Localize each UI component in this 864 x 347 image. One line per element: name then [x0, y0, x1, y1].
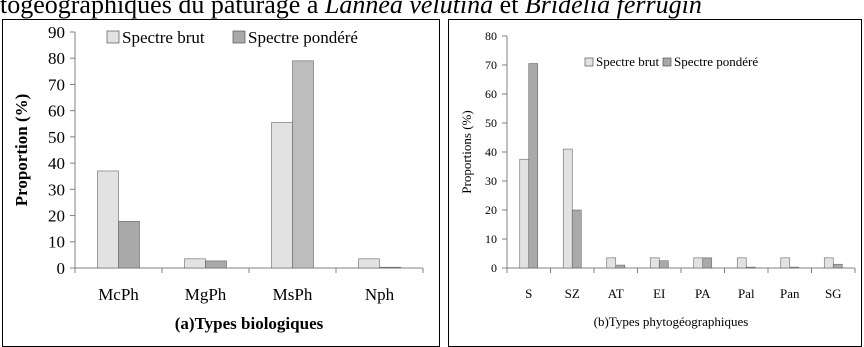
y-axis-title: Proportions (%) — [459, 110, 474, 193]
bar-spectre-brut — [649, 257, 660, 269]
x-axis-title: (a)Types biologiques — [175, 314, 324, 333]
legend-swatch-spectre-brut — [106, 30, 120, 44]
x-axis-title: (b)Types phytogéographiques — [594, 314, 749, 329]
y-tick-label: 40 — [485, 145, 497, 159]
y-tick-label: 50 — [48, 128, 65, 147]
x-tick-label: SG — [825, 286, 842, 301]
bar-spectre-pondere — [615, 264, 626, 269]
y-tick-label: 0 — [491, 261, 497, 275]
bar-spectre-brut — [780, 257, 791, 269]
x-tick-label: AT — [608, 286, 624, 301]
chart-panel-biological-types: 0 10 20 30 40 50 60 70 80 90 McPh MgPh MsPh Nph Propor… — [2, 19, 440, 347]
y-tick-label: 70 — [48, 75, 65, 94]
x-tick-label: Pal — [738, 286, 755, 301]
x-tick-label: SZ — [565, 286, 580, 301]
bar-spectre-pondere — [118, 221, 140, 269]
x-tick-label: S — [525, 286, 532, 301]
legend-label-spectre-pondere: Spectre pondéré — [248, 28, 358, 47]
y-tick-label: 80 — [48, 49, 65, 68]
bar-chart-phytogeographic-types: 0 10 20 30 40 50 60 70 80 S SZ AT EI PA Pal Pan SG Propor… — [459, 29, 856, 329]
y-tick-label: 20 — [485, 203, 497, 217]
y-tick-label: 10 — [485, 232, 497, 246]
y-tick-label: 90 — [48, 23, 65, 42]
y-tick-label: 60 — [48, 102, 65, 121]
x-tick-label: MgPh — [185, 285, 227, 304]
bar-spectre-pondere — [789, 266, 800, 269]
caption-species-1: Lannea velutina — [324, 0, 494, 19]
y-tick-label: 70 — [485, 58, 497, 72]
bar-spectre-brut — [358, 258, 380, 269]
caption-species-2: Bridelia ferrugin — [524, 0, 702, 19]
legend-label-spectre-pondere: Spectre pondéré — [674, 54, 758, 69]
bar-spectre-brut — [97, 170, 119, 269]
bar-spectre-brut — [562, 148, 573, 269]
figure-caption-fragment: togéographiques du pâturage à Lannea vel… — [0, 0, 864, 20]
bar-spectre-pondere — [832, 263, 843, 269]
bar-spectre-pondere — [205, 260, 227, 269]
y-tick-label: 40 — [48, 154, 65, 173]
legend-swatch-spectre-pondere — [232, 30, 246, 44]
caption-joiner: et — [493, 0, 525, 19]
bar-spectre-brut — [519, 158, 530, 269]
x-tick-label: Nph — [365, 285, 395, 304]
y-tick-label: 30 — [485, 174, 497, 188]
chart-panel-phytogeographic-types: 0 10 20 30 40 50 60 70 80 S SZ AT EI PA Pal Pan SG Propor… — [448, 19, 862, 347]
bar-spectre-brut — [184, 258, 206, 269]
x-tick-label: PA — [695, 286, 711, 301]
bar-spectre-pondere — [292, 60, 314, 269]
legend-swatch-spectre-brut — [584, 57, 594, 67]
y-tick-label: 20 — [48, 207, 65, 226]
legend-swatch-spectre-pondere — [662, 57, 672, 67]
y-tick-label: 50 — [485, 116, 497, 130]
caption-prefix: togéographiques du pâturage à — [0, 0, 325, 19]
x-tick-label: EI — [653, 286, 665, 301]
bar-spectre-brut — [606, 257, 617, 269]
bar-spectre-brut — [693, 257, 704, 269]
bar-spectre-pondere — [745, 266, 756, 269]
y-tick-label: 0 — [57, 259, 66, 278]
x-tick-label: Pan — [780, 286, 800, 301]
y-tick-label: 10 — [48, 233, 65, 252]
bar-spectre-brut — [271, 122, 293, 269]
bar-spectre-pondere — [702, 257, 713, 269]
y-tick-label: 80 — [485, 29, 497, 43]
bar-spectre-pondere — [571, 209, 582, 269]
bar-spectre-brut — [823, 257, 834, 269]
bar-chart-biological-types: 0 10 20 30 40 50 60 70 80 90 McPh MgPh MsPh Nph Propor… — [12, 23, 424, 333]
bar-spectre-brut — [736, 257, 747, 269]
y-axis-title: Proportion (%) — [12, 94, 31, 207]
y-tick-label: 30 — [48, 180, 65, 199]
bar-spectre-pondere — [658, 260, 669, 269]
x-tick-label: McPh — [98, 285, 139, 304]
legend-label-spectre-brut: Spectre brut — [122, 28, 205, 47]
x-tick-label: MsPh — [273, 285, 313, 304]
legend-label-spectre-brut: Spectre brut — [596, 54, 660, 69]
bar-spectre-pondere — [528, 63, 539, 269]
bar-spectre-pondere — [379, 266, 401, 269]
y-tick-label: 60 — [485, 87, 497, 101]
